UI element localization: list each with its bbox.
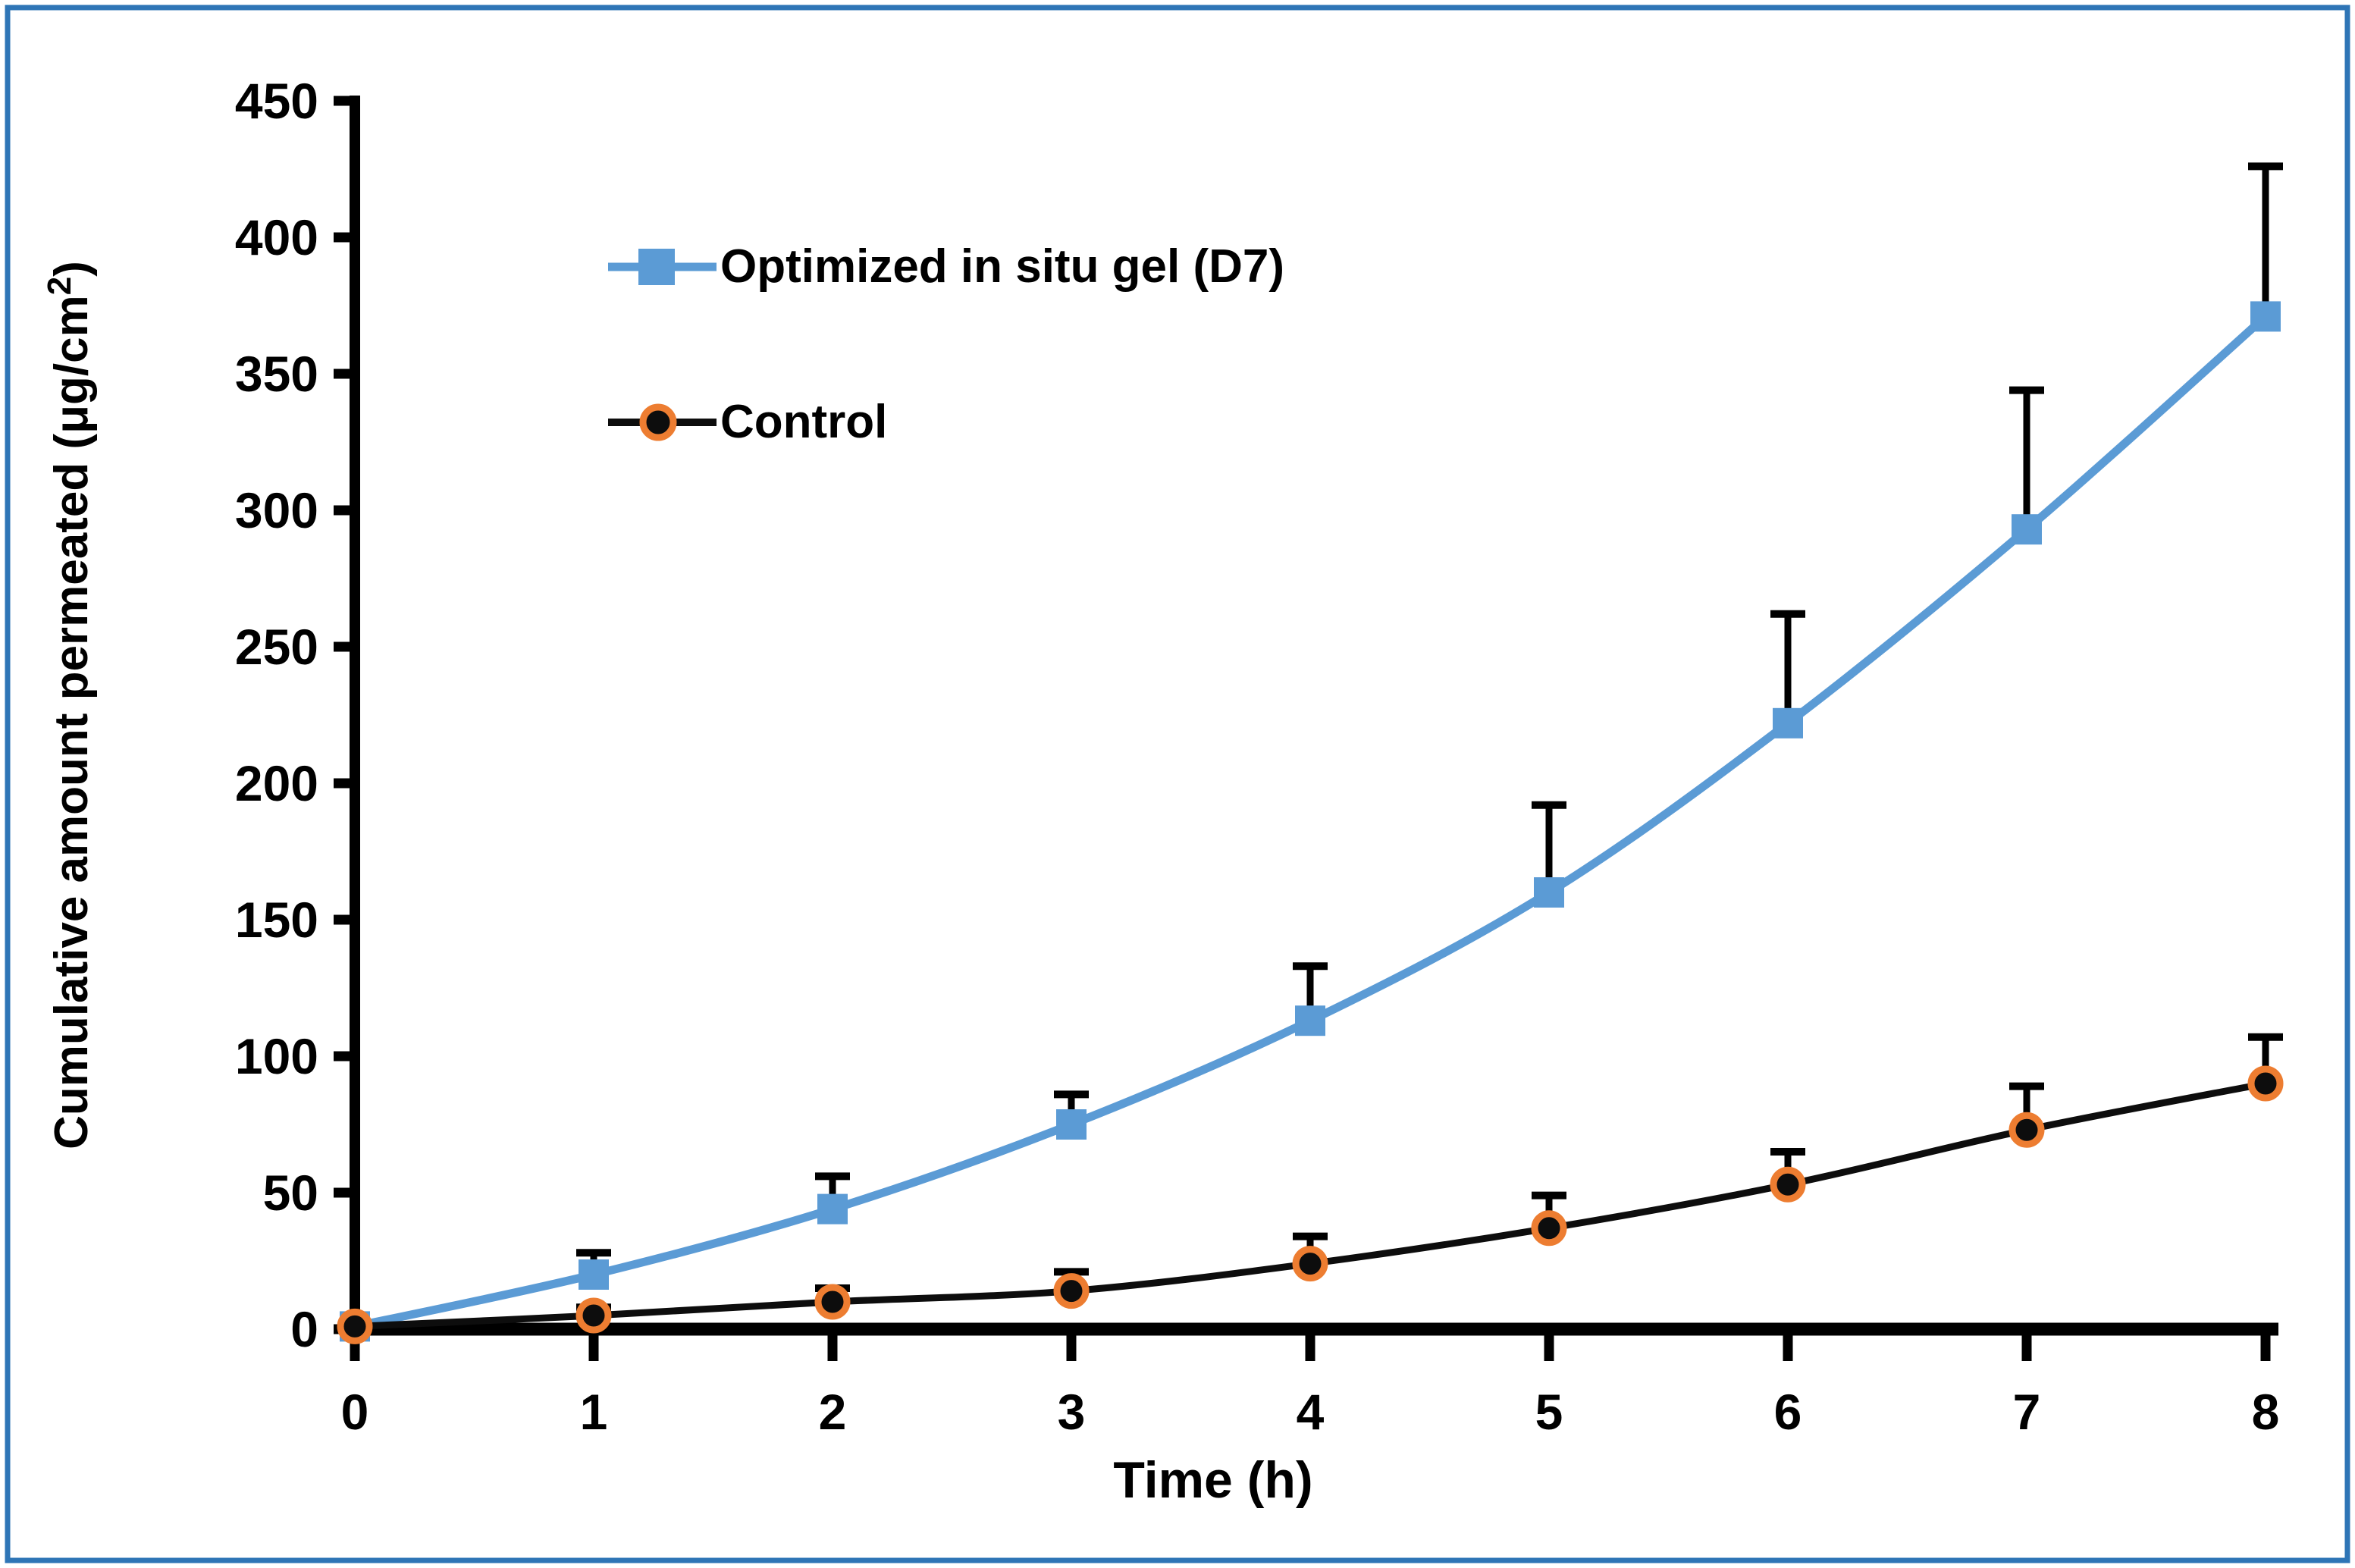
x-tick-label: 4 [1297, 1384, 1325, 1440]
legend-label-optimized-gel: Optimized in situ gel (D7) [720, 240, 1285, 293]
series-markers-control [337, 1065, 2284, 1344]
data-point-marker [1295, 1005, 1325, 1036]
x-tick-label: 0 [341, 1384, 369, 1440]
data-point-marker [1773, 707, 1803, 739]
y-tick-label: 450 [235, 73, 318, 129]
x-tick-label: 7 [2013, 1384, 2041, 1440]
chart-legend: Optimized in situ gel (D7) Control [607, 225, 1284, 464]
data-point-marker [1292, 1246, 1328, 1282]
data-point-marker [575, 1297, 612, 1334]
data-point-marker [2247, 1065, 2284, 1102]
data-point-marker [2008, 1112, 2045, 1148]
y-tick-label: 200 [235, 755, 318, 811]
legend-item-control: Control [607, 381, 1284, 464]
circle-marker-icon [608, 403, 717, 441]
y-tick-label: 300 [235, 482, 318, 538]
data-point-marker [1531, 1210, 1567, 1247]
data-point-marker [1056, 1109, 1087, 1140]
figure-border [5, 5, 2350, 1563]
data-point-marker [1770, 1166, 1806, 1203]
legend-label-control: Control [720, 396, 888, 448]
data-point-marker [2012, 514, 2042, 545]
data-point-marker [579, 1259, 609, 1290]
y-tick-label: 400 [235, 209, 318, 265]
y-tick-label: 350 [235, 346, 318, 402]
x-axis-title: Time (h) [1113, 1451, 1312, 1509]
y-tick-label: 0 [290, 1301, 318, 1357]
x-tick-label: 8 [2252, 1384, 2280, 1440]
x-tick-label: 2 [819, 1384, 847, 1440]
axes: 0 50 100 150 200 250 300 350 400 450 0 1 2 3 4 5 6 7 8 Time… [41, 73, 2279, 1509]
data-point-marker [337, 1308, 373, 1344]
y-tick-label: 50 [263, 1165, 318, 1221]
data-point-marker [814, 1284, 851, 1320]
data-point-marker [1053, 1273, 1090, 1309]
series-markers-optimized-gel [340, 301, 2281, 1342]
legend-item-optimized-gel: Optimized in situ gel (D7) [607, 225, 1284, 309]
data-point-marker [1534, 877, 1564, 908]
series-line-optimized-gel [353, 313, 2269, 1331]
x-tick-label: 1 [580, 1384, 608, 1440]
y-axis-title: Cumulative amount permeated (μg/cm2) [41, 261, 98, 1149]
x-tick-label: 5 [1535, 1384, 1563, 1440]
y-tick-label: 100 [235, 1028, 318, 1084]
square-marker-icon [608, 249, 717, 285]
series-line-control [354, 1080, 2266, 1330]
data-point-marker [817, 1193, 848, 1225]
x-tick-label: 6 [1774, 1384, 1802, 1440]
y-tick-label: 250 [235, 619, 318, 675]
y-tick-label: 150 [235, 892, 318, 948]
data-point-marker [2250, 301, 2281, 332]
x-tick-label: 3 [1058, 1384, 1086, 1440]
